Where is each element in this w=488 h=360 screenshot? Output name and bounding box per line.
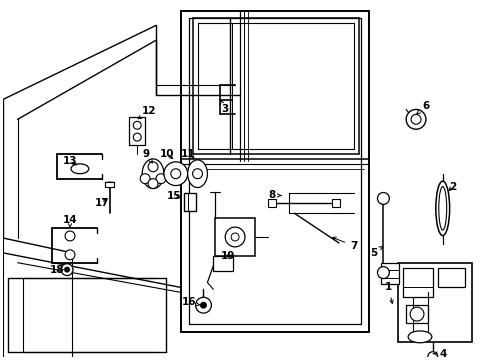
Circle shape	[64, 267, 69, 272]
Text: 6: 6	[416, 102, 428, 114]
Text: 8: 8	[267, 190, 281, 201]
Ellipse shape	[435, 181, 449, 235]
Ellipse shape	[142, 159, 163, 189]
Circle shape	[377, 193, 388, 204]
Text: 9: 9	[142, 149, 152, 163]
Bar	[381, 263, 398, 284]
Text: 10: 10	[159, 149, 174, 159]
Circle shape	[133, 133, 141, 141]
Circle shape	[140, 174, 150, 184]
Ellipse shape	[438, 186, 446, 230]
Text: 2: 2	[448, 181, 455, 192]
Bar	[215, 218, 254, 256]
Text: 19: 19	[221, 251, 235, 261]
Circle shape	[156, 174, 165, 184]
Circle shape	[133, 121, 141, 129]
Bar	[397, 263, 471, 342]
Text: 3: 3	[220, 100, 228, 114]
Circle shape	[170, 169, 181, 179]
Ellipse shape	[71, 164, 89, 174]
Text: 13: 13	[62, 156, 77, 166]
Bar	[104, 182, 114, 186]
Text: 17: 17	[94, 198, 109, 208]
Circle shape	[148, 179, 158, 189]
Bar	[129, 117, 145, 145]
Text: 18: 18	[50, 265, 64, 275]
Circle shape	[200, 302, 206, 308]
Circle shape	[65, 231, 75, 241]
Bar	[183, 193, 195, 211]
Circle shape	[61, 264, 73, 275]
Text: 12: 12	[138, 107, 156, 119]
Circle shape	[409, 307, 423, 321]
Text: 14: 14	[62, 215, 77, 228]
Circle shape	[377, 267, 388, 279]
Bar	[437, 267, 465, 287]
Circle shape	[163, 162, 187, 185]
Circle shape	[148, 162, 158, 172]
Bar	[331, 199, 339, 207]
Text: 1: 1	[384, 282, 392, 303]
Bar	[403, 267, 432, 297]
Circle shape	[225, 227, 244, 247]
Text: 11: 11	[180, 149, 195, 159]
Text: 16: 16	[181, 297, 199, 307]
Text: 7: 7	[332, 237, 357, 251]
Ellipse shape	[187, 160, 207, 188]
Circle shape	[231, 233, 239, 241]
Circle shape	[195, 297, 211, 313]
Bar	[267, 199, 275, 207]
Circle shape	[427, 352, 437, 360]
Ellipse shape	[407, 331, 431, 343]
Circle shape	[192, 169, 202, 179]
Bar	[406, 305, 427, 323]
Text: 4: 4	[432, 348, 446, 359]
Circle shape	[410, 114, 420, 124]
Bar	[213, 256, 233, 271]
Circle shape	[406, 109, 425, 129]
Text: 15: 15	[166, 192, 181, 202]
Circle shape	[65, 250, 75, 260]
Text: 5: 5	[369, 247, 382, 258]
